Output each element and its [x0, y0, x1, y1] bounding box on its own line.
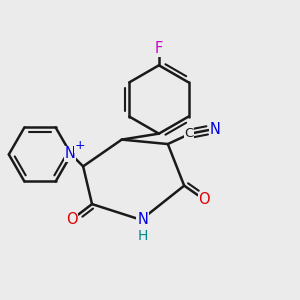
Text: N: N — [210, 122, 220, 137]
Text: H: H — [137, 229, 148, 243]
Text: C: C — [184, 127, 194, 140]
Text: N: N — [64, 146, 75, 161]
Text: +: + — [74, 139, 85, 152]
Text: O: O — [66, 212, 78, 227]
Text: O: O — [199, 192, 210, 207]
Text: F: F — [155, 41, 163, 56]
Text: N: N — [137, 212, 148, 227]
